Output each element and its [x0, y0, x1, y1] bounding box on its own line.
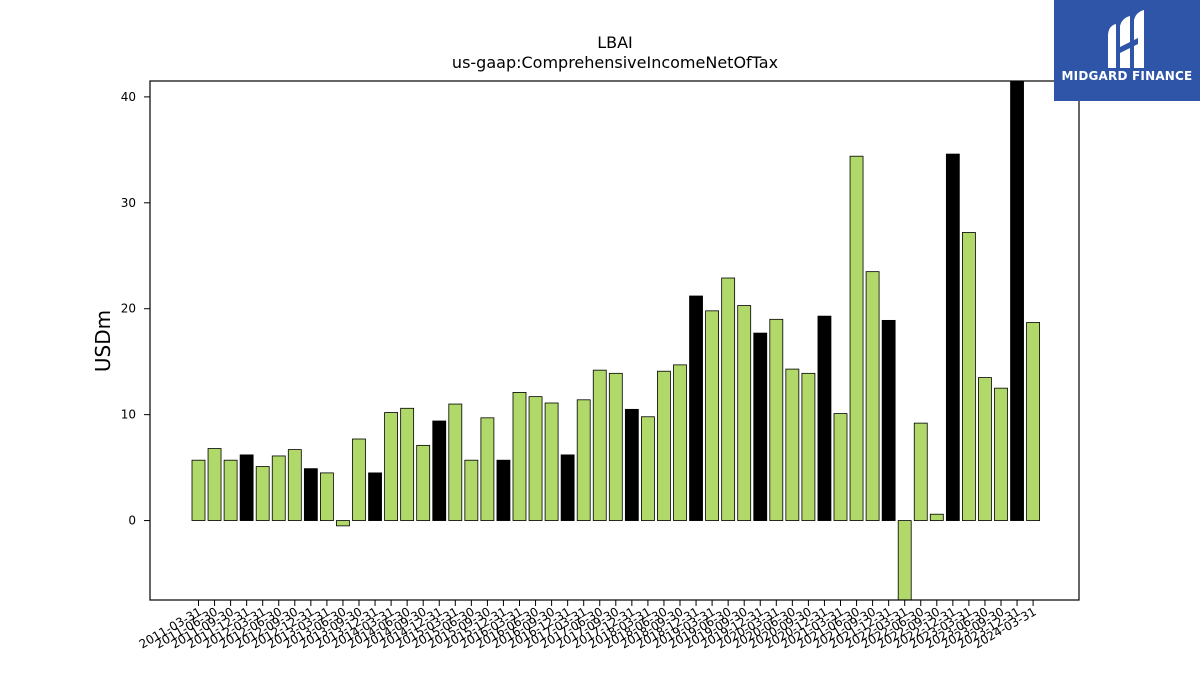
bar-2015-03-31 [448, 403, 463, 521]
bar-2016-06-30 [528, 396, 543, 521]
bar-2013-09-30 [352, 438, 366, 521]
plot-area: 0 10 20 30 40 2011-03-312011-06-302011-09-30… [121, 80, 1080, 651]
bar-2017-06-30 [592, 369, 607, 521]
bar-2013-06-30 [336, 520, 350, 527]
bar-2017-03-31 [576, 399, 591, 521]
bar-2011-06-30 [207, 448, 222, 521]
bar-2021-12-31 [881, 319, 896, 521]
bar-2014-06-30 [400, 407, 415, 521]
y-axis: 0 10 20 30 40 [121, 90, 150, 528]
bar-2011-12-31 [239, 454, 254, 521]
bar-2019-09-30 [737, 305, 752, 521]
bar-2012-06-30 [271, 455, 286, 521]
bar-2013-03-31 [319, 472, 334, 521]
bar-2018-09-30 [673, 364, 687, 521]
bar-2015-12-31 [496, 459, 511, 521]
bar-2011-09-30 [223, 459, 238, 521]
bar-2012-09-30 [287, 449, 302, 521]
bar-2020-12-31 [817, 315, 832, 521]
bar-2022-12-31 [945, 153, 960, 521]
bar-2023-09-30 [994, 387, 1008, 521]
midgard-finance-logo: MIDGARD FINANCE [1054, 0, 1200, 101]
bar-2022-03-31 [897, 520, 912, 600]
chart-title: LBAI [597, 33, 633, 52]
bar-2018-06-30 [657, 370, 671, 521]
bar-2020-09-30 [801, 372, 816, 521]
x-axis: 2011-03-312011-06-302011-09-302011-12-31… [137, 600, 1039, 651]
bar-2023-03-31 [962, 232, 976, 521]
y-tick-label: 20 [121, 302, 136, 316]
y-tick-label: 0 [128, 514, 136, 528]
bar-2022-06-30 [913, 422, 928, 521]
bar-2017-09-30 [608, 372, 623, 521]
bar-2016-03-31 [512, 391, 527, 521]
bar-2019-12-31 [753, 332, 768, 521]
bar-2022-09-30 [929, 513, 944, 521]
y-tick-label: 10 [121, 408, 136, 422]
bar-2017-12-31 [624, 408, 639, 521]
logo-text: MIDGARD FINANCE [1061, 69, 1193, 83]
bar-2021-09-30 [865, 271, 880, 521]
plot-frame [149, 80, 1080, 601]
bar-2016-09-30 [544, 402, 559, 521]
bar-2013-12-31 [368, 472, 382, 521]
y-tick-label: 30 [121, 196, 136, 210]
bars-group [191, 81, 1040, 600]
bar-2019-03-31 [705, 310, 719, 521]
bar-2018-03-31 [641, 416, 655, 521]
bar-2015-09-30 [480, 417, 495, 521]
y-tick-label: 40 [121, 90, 136, 104]
bar-2020-06-30 [785, 368, 800, 521]
bar-2015-06-30 [464, 459, 479, 521]
chart-subtitle: us-gaap:ComprehensiveIncomeNetOfTax [452, 53, 778, 72]
bar-2023-12-31 [1010, 81, 1024, 521]
bar-2012-03-31 [255, 466, 270, 521]
bar-2012-12-31 [303, 468, 318, 521]
bar-2011-03-31 [191, 459, 206, 521]
bar-2014-03-31 [384, 412, 399, 521]
bar-2023-06-30 [978, 377, 992, 521]
bar-2014-09-30 [416, 444, 431, 521]
midgard-logo-icon [1108, 10, 1144, 68]
bar-2019-06-30 [721, 277, 736, 521]
y-axis-label: USDm [91, 310, 115, 372]
bar-2014-12-31 [432, 420, 447, 521]
bar-2024-03-31 [1026, 322, 1040, 521]
bar-2021-03-31 [833, 413, 848, 521]
bar-2020-03-31 [769, 318, 784, 521]
bar-2021-06-30 [849, 155, 864, 521]
bar-2018-12-31 [689, 295, 703, 521]
bar-2016-12-31 [560, 454, 575, 521]
